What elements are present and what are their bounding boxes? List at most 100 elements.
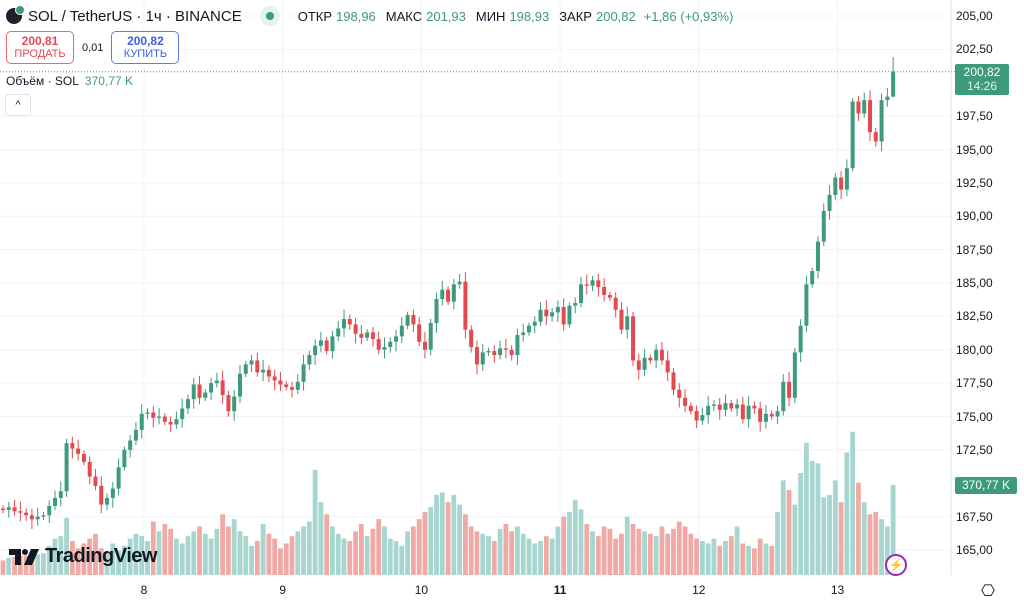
candle-up bbox=[457, 281, 462, 285]
volume-bar bbox=[127, 538, 133, 575]
volume-bar bbox=[688, 533, 694, 575]
volume-bar bbox=[341, 538, 347, 575]
price-tick-label: 185,00 bbox=[956, 276, 993, 290]
candle-up bbox=[891, 71, 896, 97]
volume-bar bbox=[283, 543, 289, 575]
volume-bar bbox=[567, 511, 572, 575]
candle-down bbox=[509, 349, 514, 356]
volume-bar bbox=[439, 492, 445, 575]
price-tick-label: 187,50 bbox=[956, 242, 993, 257]
volume-bar bbox=[249, 545, 254, 575]
candle-up bbox=[573, 303, 578, 306]
buy-price: 200,82 bbox=[127, 33, 164, 48]
candle-up bbox=[64, 443, 69, 492]
candle-up bbox=[209, 383, 214, 393]
lightning-icon[interactable]: ⚡ bbox=[885, 554, 907, 576]
volume-legend[interactable]: Объём · SOL 370,77 K bbox=[6, 74, 133, 88]
volume-bar bbox=[595, 536, 601, 575]
chevron-up-icon: ^ bbox=[15, 99, 21, 111]
volume-bar bbox=[809, 460, 815, 575]
volume-bar bbox=[46, 545, 52, 575]
market-status-icon[interactable] bbox=[259, 6, 280, 26]
price-tick-label: 177,50 bbox=[956, 376, 993, 391]
tradingview-watermark[interactable]: TradingView bbox=[9, 545, 157, 568]
candle-up bbox=[451, 284, 456, 302]
volume-bar bbox=[844, 452, 850, 575]
tradingview-logo-icon bbox=[9, 548, 39, 565]
candle-down bbox=[717, 404, 722, 410]
candle-up bbox=[128, 440, 133, 450]
candle-down bbox=[544, 309, 549, 317]
volume-bar bbox=[347, 541, 353, 575]
volume-bar bbox=[798, 473, 804, 575]
volume-bar bbox=[202, 533, 208, 575]
candle-down bbox=[284, 384, 289, 388]
solana-logo-icon bbox=[6, 5, 25, 24]
candle-up bbox=[301, 364, 306, 382]
sell-button[interactable]: 200,81 ПРОДАТЬ bbox=[6, 31, 74, 64]
volume-bar bbox=[254, 541, 260, 575]
candle-down bbox=[168, 421, 173, 425]
candle-up bbox=[498, 348, 503, 356]
candle-up bbox=[232, 396, 237, 412]
volume-bar bbox=[590, 531, 595, 575]
candle-up bbox=[261, 369, 266, 373]
candle-up bbox=[295, 381, 300, 390]
settings-icon[interactable]: ⎔ bbox=[981, 583, 995, 600]
candle-down bbox=[474, 347, 479, 365]
time-tick-label: 9 bbox=[279, 583, 286, 597]
volume-bar bbox=[520, 533, 526, 575]
volume-bar bbox=[613, 538, 619, 575]
volume-bar bbox=[434, 494, 439, 575]
low-value: 198,93 bbox=[509, 8, 550, 24]
candle-down bbox=[87, 461, 92, 477]
volume-bar bbox=[17, 555, 23, 575]
collapse-legend-button[interactable]: ^ bbox=[5, 94, 31, 116]
volume-bar bbox=[278, 548, 283, 575]
volume-bar bbox=[410, 526, 416, 575]
price-tick-label: 197,50 bbox=[956, 109, 993, 124]
volume-bar bbox=[572, 499, 578, 575]
volume-bar bbox=[330, 526, 335, 575]
buy-button[interactable]: 200,82 КУПИТЬ bbox=[111, 31, 180, 64]
symbol-title[interactable]: SOL / TetherUS · 1ч · BINANCE bbox=[28, 7, 242, 25]
candle-down bbox=[584, 284, 589, 286]
volume-bar bbox=[162, 524, 168, 575]
volume-bar bbox=[6, 558, 12, 575]
volume-bar bbox=[474, 531, 480, 575]
candle-down bbox=[422, 341, 427, 350]
volume-bar bbox=[526, 538, 532, 575]
candle-down bbox=[677, 389, 682, 398]
volume-bar bbox=[838, 502, 844, 575]
candle-up bbox=[810, 270, 815, 285]
price-tick-label: 172,50 bbox=[956, 442, 993, 457]
candle-up bbox=[133, 429, 138, 441]
candle-up bbox=[723, 403, 728, 410]
candle-down bbox=[359, 333, 364, 338]
candle-down bbox=[81, 453, 86, 462]
volume-bar bbox=[503, 524, 509, 575]
time-tick-label: 13 bbox=[830, 583, 845, 597]
candle-up bbox=[428, 323, 433, 350]
candle-down bbox=[469, 329, 474, 348]
volume-bar bbox=[139, 536, 145, 575]
candle-down bbox=[12, 507, 17, 512]
close-label: ЗАКР bbox=[559, 8, 592, 24]
time-tick-label: 8 bbox=[140, 583, 148, 597]
volume-bar bbox=[728, 536, 734, 575]
candle-up bbox=[105, 497, 110, 505]
candle-up bbox=[122, 449, 127, 468]
candle-down bbox=[659, 349, 664, 361]
candle-down bbox=[18, 511, 23, 513]
candle-up bbox=[249, 360, 254, 365]
volume-bar bbox=[231, 519, 237, 575]
candle-up bbox=[394, 336, 399, 342]
volume-bar bbox=[116, 550, 121, 575]
candle-up bbox=[318, 340, 323, 346]
volume-bar bbox=[879, 519, 884, 575]
volume-bar bbox=[827, 494, 832, 575]
candle-down bbox=[376, 339, 381, 350]
candle-down bbox=[278, 380, 283, 385]
candle-up bbox=[434, 299, 439, 324]
